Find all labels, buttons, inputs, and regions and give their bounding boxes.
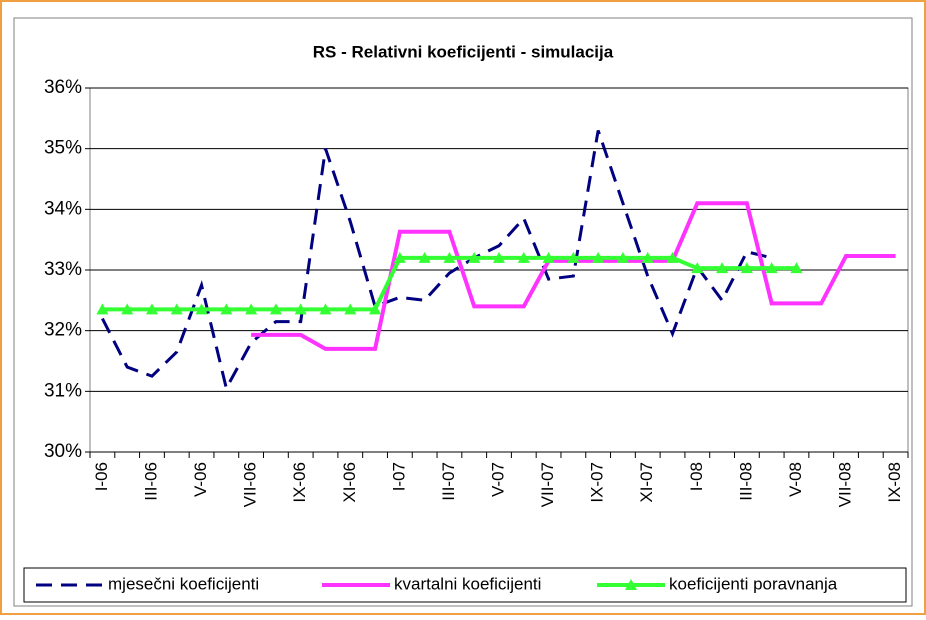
x-tick-label: III-07	[439, 462, 458, 501]
x-tick-label: III-08	[736, 462, 755, 501]
x-tick-label: I-07	[389, 462, 408, 491]
chart-title: RS - Relativni koeficijenti - simulacija	[313, 42, 614, 61]
marker	[344, 303, 357, 315]
series-line	[101, 129, 773, 393]
marker	[691, 262, 704, 274]
marker	[542, 251, 555, 263]
marker	[493, 251, 505, 263]
x-tick-label: I-06	[92, 462, 111, 491]
marker	[641, 251, 654, 263]
x-tick-label: V-06	[191, 462, 210, 497]
marker	[393, 251, 406, 263]
marker	[319, 303, 332, 315]
marker	[740, 262, 753, 274]
marker	[269, 303, 282, 315]
marker	[592, 251, 605, 263]
legend-label: mjesečni koeficijenti	[108, 574, 259, 593]
marker	[765, 262, 778, 274]
marker	[517, 251, 530, 263]
x-tick-label: IX-08	[885, 462, 904, 503]
legend-marker	[625, 579, 637, 590]
marker	[716, 262, 729, 274]
marker	[121, 303, 134, 315]
marker	[220, 303, 233, 315]
x-tick-label: V-07	[488, 462, 507, 497]
legend-label: koeficijenti poravnanja	[669, 574, 838, 593]
y-tick-label: 33%	[44, 259, 82, 280]
marker	[195, 303, 208, 315]
x-tick-label: XI-06	[340, 462, 359, 503]
x-tick-label: XI-07	[637, 462, 656, 503]
y-tick-label: 31%	[44, 380, 82, 401]
marker	[790, 262, 803, 274]
y-tick-label: 34%	[44, 198, 82, 219]
marker	[443, 251, 456, 263]
marker	[666, 251, 679, 263]
marker	[145, 303, 158, 315]
marker	[96, 303, 109, 315]
x-tick-label: IX-07	[588, 462, 607, 503]
marker	[369, 303, 382, 315]
marker	[616, 251, 629, 263]
x-tick-label: VII-08	[836, 462, 855, 507]
legend-box	[23, 567, 907, 603]
y-tick-label: 36%	[44, 77, 82, 98]
x-tick-label: IX-06	[290, 462, 309, 503]
marker	[418, 251, 431, 263]
marker	[294, 303, 307, 315]
x-tick-label: VII-06	[241, 462, 260, 507]
marker	[245, 303, 258, 315]
x-tick-label: VII-07	[538, 462, 557, 507]
y-tick-label: 35%	[44, 138, 82, 159]
y-tick-label: 32%	[44, 320, 82, 341]
marker	[468, 251, 481, 263]
x-tick-label: III-06	[141, 462, 160, 501]
marker	[170, 303, 183, 315]
x-tick-label: V-08	[786, 462, 805, 497]
y-tick-label: 30%	[44, 441, 82, 462]
legend-label: kvartalni koeficijenti	[394, 574, 541, 593]
marker	[567, 251, 580, 263]
x-tick-label: I-08	[687, 462, 706, 491]
